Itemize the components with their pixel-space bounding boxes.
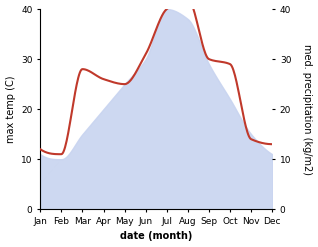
Y-axis label: max temp (C): max temp (C) <box>5 75 16 143</box>
Y-axis label: med. precipitation (kg/m2): med. precipitation (kg/m2) <box>302 44 313 175</box>
X-axis label: date (month): date (month) <box>120 231 192 242</box>
